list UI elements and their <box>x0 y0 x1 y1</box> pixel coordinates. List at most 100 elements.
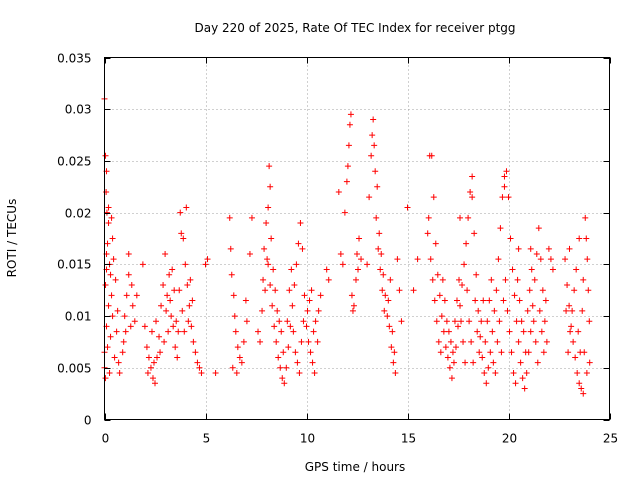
data-point <box>478 318 485 325</box>
data-point <box>226 214 233 221</box>
data-point <box>299 245 306 252</box>
data-point <box>296 369 303 376</box>
data-point <box>502 276 509 283</box>
data-point <box>162 251 169 258</box>
data-point <box>496 318 503 325</box>
x-axis-label: GPS time / hours <box>305 460 406 474</box>
data-point <box>168 313 175 320</box>
data-point <box>128 282 135 289</box>
data-point <box>350 302 357 309</box>
data-point <box>133 292 140 299</box>
data-point <box>109 313 116 320</box>
data-point <box>169 266 176 273</box>
data-point <box>516 297 523 304</box>
data-point <box>341 209 348 216</box>
data-point <box>370 116 377 123</box>
data-point <box>533 251 540 258</box>
data-point <box>522 349 529 356</box>
data-point <box>410 287 417 294</box>
data-point <box>323 266 330 273</box>
y-tick-label: 0.01 <box>65 310 92 324</box>
data-point <box>122 328 129 335</box>
data-point <box>430 194 437 201</box>
y-axis-label: ROTI / TECUs <box>5 199 19 278</box>
data-point <box>174 354 181 361</box>
x-tick-label: 25 <box>603 432 618 446</box>
data-point <box>234 344 241 351</box>
data-point <box>450 359 457 366</box>
data-point <box>230 292 237 299</box>
data-point <box>531 276 538 283</box>
data-point <box>279 375 286 382</box>
data-point <box>432 240 439 247</box>
data-point <box>480 297 487 304</box>
data-point <box>459 282 466 289</box>
data-point <box>488 276 495 283</box>
data-point <box>339 261 346 268</box>
y-tick-label: 0.035 <box>57 52 91 66</box>
data-point <box>177 209 184 216</box>
data-point <box>202 261 209 268</box>
data-point <box>457 302 464 309</box>
data-point <box>565 349 572 356</box>
data-point <box>278 328 285 335</box>
data-point <box>303 323 310 330</box>
data-point <box>156 333 163 340</box>
data-point <box>348 292 355 299</box>
data-point <box>545 245 552 252</box>
x-tick-label: 15 <box>401 432 416 446</box>
data-point <box>144 369 151 376</box>
data-point <box>572 354 579 361</box>
data-point <box>284 318 291 325</box>
data-point <box>183 204 190 211</box>
data-point <box>467 188 474 195</box>
data-point <box>438 313 445 320</box>
x-tick-label: 10 <box>300 432 315 446</box>
data-point <box>269 302 276 309</box>
data-point <box>577 349 584 356</box>
data-point <box>125 271 132 278</box>
data-point <box>381 307 388 314</box>
data-point <box>542 297 549 304</box>
data-point <box>204 256 211 263</box>
data-point <box>298 338 305 345</box>
data-point <box>176 287 183 294</box>
x-tick-label: 20 <box>502 432 517 446</box>
data-point <box>300 318 307 325</box>
y-tick-label: 0.005 <box>57 362 91 376</box>
data-point <box>325 276 332 283</box>
data-point <box>229 364 236 371</box>
data-point <box>563 307 570 314</box>
data-point <box>276 318 283 325</box>
data-point <box>163 307 170 314</box>
data-point <box>377 266 384 273</box>
data-point <box>380 271 387 278</box>
data-point <box>102 282 109 289</box>
data-point <box>272 287 279 294</box>
data-point <box>583 235 590 242</box>
data-point <box>523 369 530 376</box>
data-point <box>290 328 297 335</box>
data-point <box>311 369 318 376</box>
data-point <box>489 328 496 335</box>
data-point <box>236 354 243 361</box>
data-point <box>106 369 113 376</box>
data-point <box>512 380 519 387</box>
data-point <box>373 214 380 221</box>
data-point <box>228 271 235 278</box>
data-point <box>540 349 547 356</box>
data-point <box>464 287 471 294</box>
data-point <box>347 111 354 118</box>
data-point <box>248 214 255 221</box>
data-point <box>481 369 488 376</box>
data-points <box>101 95 593 397</box>
data-point <box>246 251 253 258</box>
data-point <box>157 349 164 356</box>
data-point <box>444 354 451 361</box>
data-point <box>231 313 238 320</box>
data-point <box>123 292 130 299</box>
data-point <box>498 349 505 356</box>
chart-title: Day 220 of 2025, Rate Of TEC Index for r… <box>194 21 515 35</box>
plot-frame <box>104 57 610 420</box>
data-point <box>574 369 581 376</box>
